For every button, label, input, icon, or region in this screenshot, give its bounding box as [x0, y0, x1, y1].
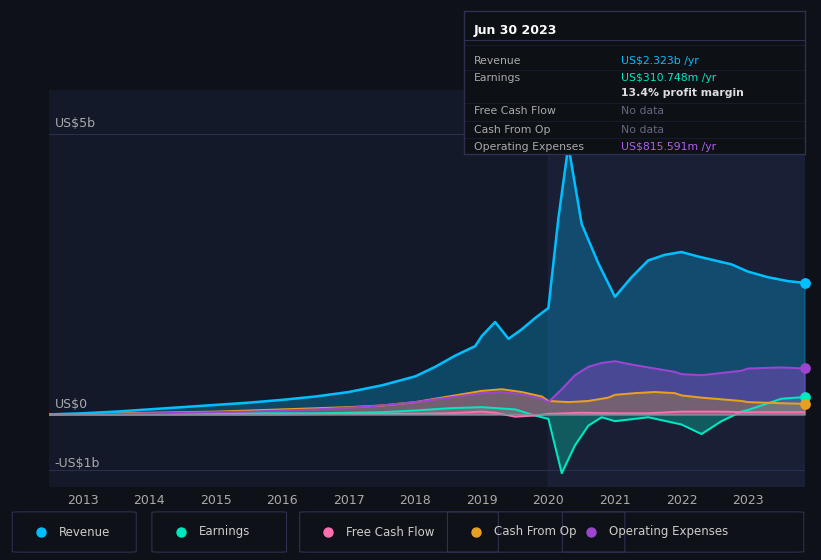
Bar — [548, 90, 805, 487]
Text: US$0: US$0 — [54, 398, 88, 411]
Point — [798, 393, 811, 402]
Text: Earnings: Earnings — [474, 73, 521, 83]
Text: Jun 30 2023: Jun 30 2023 — [474, 24, 557, 37]
Point — [585, 528, 598, 536]
Point — [798, 278, 811, 287]
Point — [798, 399, 811, 408]
Text: No data: No data — [621, 106, 663, 116]
Text: Free Cash Flow: Free Cash Flow — [474, 106, 556, 116]
Text: Free Cash Flow: Free Cash Flow — [346, 525, 435, 539]
Point — [798, 364, 811, 373]
Text: No data: No data — [621, 125, 663, 135]
Text: US$310.748m /yr: US$310.748m /yr — [621, 73, 716, 83]
Point — [174, 528, 187, 536]
Text: Earnings: Earnings — [199, 525, 250, 539]
Point — [322, 528, 335, 536]
Text: Cash From Op: Cash From Op — [494, 525, 576, 539]
Text: Cash From Op: Cash From Op — [474, 125, 551, 135]
Text: US$815.591m /yr: US$815.591m /yr — [621, 142, 716, 152]
Text: Revenue: Revenue — [474, 56, 521, 66]
Point — [470, 528, 483, 536]
Text: 13.4% profit margin: 13.4% profit margin — [621, 87, 744, 97]
Text: US$2.323b /yr: US$2.323b /yr — [621, 56, 699, 66]
Text: -US$1b: -US$1b — [54, 458, 100, 470]
Point — [34, 528, 48, 536]
Text: Operating Expenses: Operating Expenses — [609, 525, 728, 539]
Text: US$5b: US$5b — [54, 117, 95, 130]
Text: Operating Expenses: Operating Expenses — [474, 142, 584, 152]
Text: Revenue: Revenue — [59, 525, 111, 539]
